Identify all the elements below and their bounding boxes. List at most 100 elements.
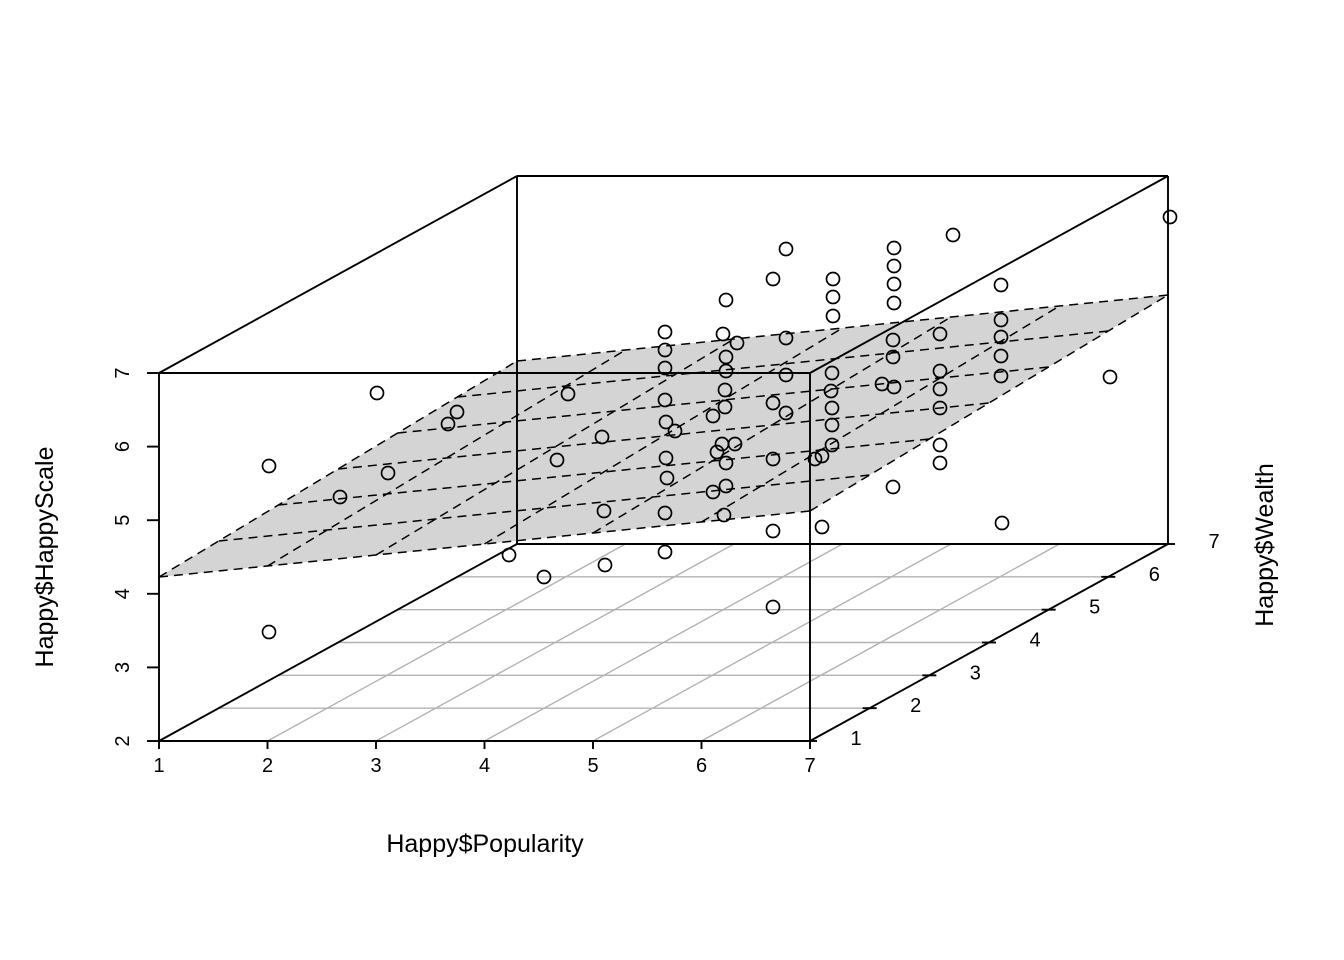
x-tick-label: 6 bbox=[696, 755, 707, 777]
data-point bbox=[596, 503, 612, 519]
data-point bbox=[825, 308, 841, 324]
data-point bbox=[814, 519, 830, 535]
data-point bbox=[718, 292, 734, 308]
data-point bbox=[727, 436, 743, 452]
x-tick-label: 3 bbox=[370, 755, 381, 777]
data-point bbox=[261, 624, 277, 640]
data-point bbox=[993, 348, 1009, 364]
x-tick-label: 4 bbox=[479, 755, 490, 777]
x-tick-label: 7 bbox=[804, 755, 815, 777]
data-point bbox=[718, 455, 734, 471]
data-point bbox=[825, 271, 841, 287]
data-point bbox=[824, 417, 840, 433]
data-point bbox=[715, 326, 731, 342]
box-edge bbox=[158, 543, 518, 742]
data-point bbox=[717, 399, 733, 415]
y-tick-label: 6 bbox=[1149, 564, 1160, 586]
y-tick-label: 7 bbox=[1208, 531, 1219, 553]
data-point bbox=[994, 515, 1010, 531]
data-point bbox=[932, 326, 948, 342]
plane-grid-line bbox=[457, 330, 1109, 398]
z-tick-label: 4 bbox=[112, 588, 134, 599]
data-point bbox=[993, 277, 1009, 293]
data-point bbox=[945, 227, 961, 243]
data-point bbox=[765, 395, 781, 411]
plane-grid-line bbox=[158, 510, 811, 578]
data-point bbox=[886, 295, 902, 311]
data-point bbox=[657, 360, 673, 376]
data-point bbox=[765, 523, 781, 539]
data-point bbox=[807, 451, 823, 467]
y-tick-label: 3 bbox=[970, 662, 981, 684]
data-point bbox=[993, 368, 1009, 384]
plane-grid-line bbox=[337, 402, 990, 470]
data-point bbox=[549, 452, 565, 468]
data-point bbox=[709, 444, 725, 460]
data-point bbox=[824, 365, 840, 381]
data-point bbox=[659, 470, 675, 486]
plane-grid-line bbox=[484, 327, 843, 545]
data-points bbox=[261, 209, 1178, 640]
data-point bbox=[717, 382, 733, 398]
z-tick-label: 5 bbox=[112, 515, 134, 526]
data-point bbox=[932, 400, 948, 416]
data-point bbox=[667, 423, 683, 439]
data-point bbox=[597, 557, 613, 573]
box-edge bbox=[809, 175, 1169, 374]
data-point bbox=[932, 381, 948, 397]
data-point bbox=[705, 484, 721, 500]
z-tick-label: 6 bbox=[112, 441, 134, 452]
data-point bbox=[658, 414, 674, 430]
data-point bbox=[705, 408, 721, 424]
regression-plane bbox=[158, 294, 1169, 578]
data-point bbox=[716, 507, 732, 523]
data-point bbox=[657, 505, 673, 521]
z-axis-title: Happy$HappyScale bbox=[31, 447, 59, 668]
data-point bbox=[778, 241, 794, 257]
data-point bbox=[729, 335, 745, 351]
floor-grid bbox=[218, 543, 1109, 742]
data-point bbox=[825, 289, 841, 305]
x-tick-label: 5 bbox=[587, 755, 598, 777]
data-point bbox=[778, 330, 794, 346]
z-tick-label: 7 bbox=[112, 367, 134, 378]
data-point bbox=[886, 379, 902, 395]
y-tick-label: 5 bbox=[1089, 597, 1100, 619]
data-point bbox=[885, 479, 901, 495]
x-tick-label: 1 bbox=[153, 755, 164, 777]
data-point bbox=[440, 416, 456, 432]
data-point bbox=[765, 451, 781, 467]
data-point bbox=[1102, 369, 1118, 385]
data-point bbox=[657, 544, 673, 560]
z-tick-label: 2 bbox=[112, 735, 134, 746]
data-point bbox=[885, 349, 901, 365]
data-point bbox=[765, 271, 781, 287]
data-point bbox=[886, 240, 902, 256]
data-point bbox=[501, 547, 517, 563]
data-point bbox=[658, 450, 674, 466]
data-point bbox=[886, 258, 902, 274]
data-point bbox=[369, 385, 385, 401]
data-point bbox=[886, 276, 902, 292]
y-tick-label: 4 bbox=[1029, 630, 1040, 652]
data-point bbox=[560, 386, 576, 402]
data-point bbox=[823, 383, 839, 399]
data-point bbox=[536, 569, 552, 585]
data-point bbox=[932, 437, 948, 453]
data-point bbox=[261, 458, 277, 474]
y-tick-label: 2 bbox=[910, 695, 921, 717]
data-point bbox=[778, 367, 794, 383]
data-point bbox=[885, 332, 901, 348]
data-point bbox=[332, 489, 348, 505]
data-point bbox=[932, 455, 948, 471]
data-point bbox=[718, 363, 734, 379]
data-point bbox=[778, 405, 794, 421]
data-point bbox=[824, 437, 840, 453]
x-tick-label: 2 bbox=[262, 755, 273, 777]
data-point bbox=[657, 324, 673, 340]
data-point bbox=[814, 448, 830, 464]
plane-grid-line bbox=[218, 474, 870, 542]
data-point bbox=[993, 329, 1009, 345]
